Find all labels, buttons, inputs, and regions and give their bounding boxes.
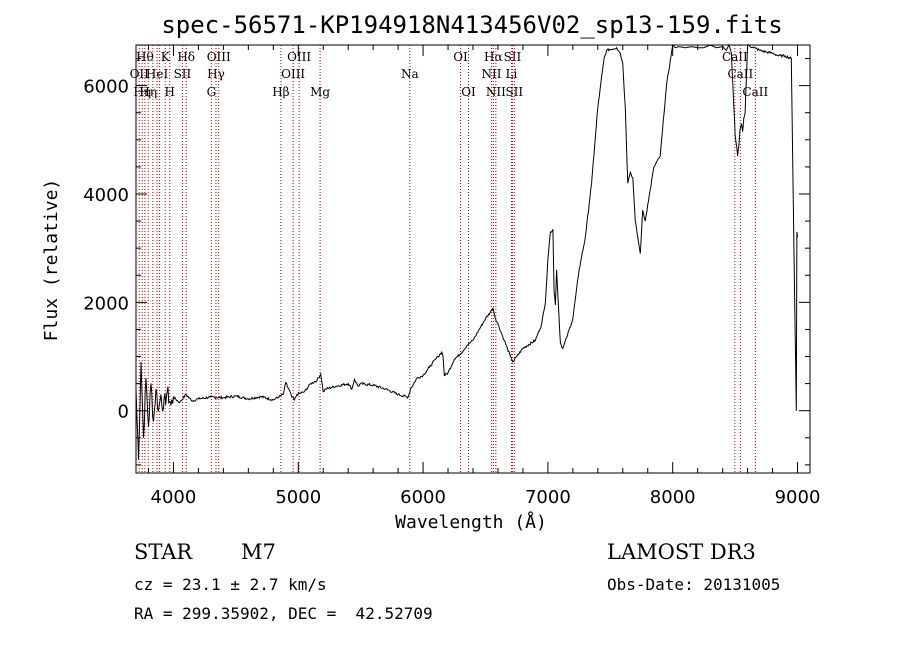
spectrum-line <box>135 43 798 460</box>
emission-line-label: Hα <box>484 50 503 64</box>
plot-frame <box>135 44 811 474</box>
emission-line-label: CaII <box>722 50 748 64</box>
x-tick-label: 6000 <box>400 487 446 508</box>
emission-line-label: OIII <box>281 67 305 81</box>
emission-line-label: H <box>164 85 174 99</box>
emission-line-label: HeI <box>146 67 169 81</box>
emission-line-label: K <box>161 50 171 64</box>
y-axis-label: Flux (relative) <box>41 179 62 342</box>
x-tick-label: 4000 <box>151 487 197 508</box>
emission-lines: OIIHηHθHηHeIKHSIIHδGHγOIIIHβOIIIOIIIMgNa… <box>130 45 768 473</box>
emission-line-label: OIII <box>207 50 231 64</box>
emission-line-label: Hη <box>139 85 157 99</box>
object-class: STAR <box>134 540 193 564</box>
y-tick-label: 0 <box>118 402 129 423</box>
emission-line-label: SII <box>504 50 522 64</box>
emission-line-label: G <box>207 85 217 99</box>
emission-line-label: NII <box>486 85 506 99</box>
emission-line-label: NII <box>481 67 501 81</box>
emission-line-label: OI <box>461 85 476 99</box>
x-tick-label: 7000 <box>525 487 571 508</box>
x-tick-label: 8000 <box>650 487 696 508</box>
emission-line-label: Hη <box>133 85 151 99</box>
emission-line-label: OII <box>130 67 150 81</box>
emission-line-label: OI <box>453 50 468 64</box>
x-tick-label: 5000 <box>275 487 321 508</box>
emission-line-label: Hβ <box>272 85 289 99</box>
emission-line-label: Na <box>401 67 419 81</box>
survey-name: LAMOST DR3 <box>607 540 756 564</box>
emission-line-label: SII <box>174 67 192 81</box>
emission-line-label: SII <box>505 85 523 99</box>
emission-line-label: Hθ <box>136 50 154 64</box>
y-tick-label: 4000 <box>83 185 129 206</box>
axis-ticks: 4000 5000 6000 7000 8000 9000 0 2000 4000 6000 <box>83 45 820 508</box>
emission-line-label: OIII <box>287 50 311 64</box>
x-tick-label: 9000 <box>775 487 821 508</box>
redshift-value: cz = 23.1 ± 2.7 km/s <box>134 575 327 594</box>
observation-date: Obs-Date: 20131005 <box>607 575 781 594</box>
emission-line-label: Li <box>506 67 518 81</box>
sky-coordinates: RA = 299.35902, DEC = 42.52709 <box>134 604 433 623</box>
emission-line-label: CaII <box>742 85 768 99</box>
emission-line-label: Hγ <box>207 67 225 81</box>
y-tick-label: 6000 <box>83 77 129 98</box>
emission-line-label: Hδ <box>177 50 195 64</box>
chart-title: spec-56571-KP194918N413456V02_sp13-159.f… <box>161 11 782 39</box>
emission-line-label: Mg <box>310 85 330 99</box>
y-tick-label: 2000 <box>83 293 129 314</box>
x-axis-label: Wavelength (Å) <box>395 511 547 533</box>
emission-line-label: CaII <box>727 67 753 81</box>
spectral-subclass: M7 <box>241 540 276 564</box>
